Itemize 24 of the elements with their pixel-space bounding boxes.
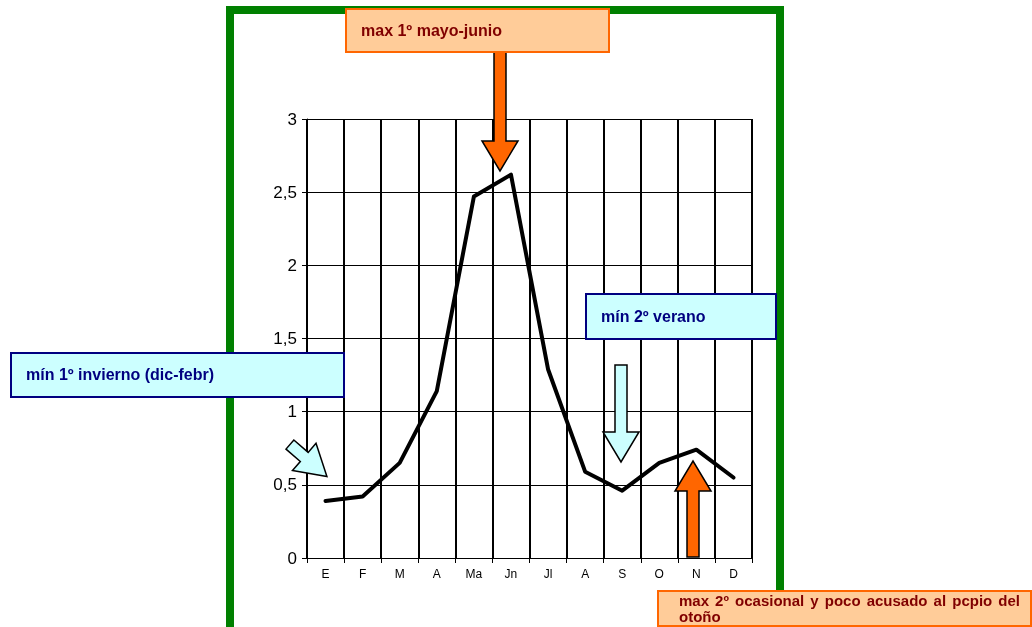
y-tick-label: 1,5 — [273, 329, 297, 348]
y-tick-label: 3 — [287, 109, 297, 129]
x-tick-label: Ma — [465, 567, 483, 581]
x-tick-label: Jn — [504, 567, 518, 581]
x-tick-label: M — [394, 567, 405, 581]
annotation: mín 2º verano — [601, 307, 706, 326]
y-tick-label: 2 — [287, 255, 297, 275]
x-tick-label: F — [358, 567, 367, 581]
callout-box: max 1º mayo-junio — [345, 8, 610, 53]
callout-box: mín 1º invierno (dic-febr) — [10, 352, 345, 398]
x-tick-label: A — [581, 567, 590, 581]
callout-box: max 2º ocasional y poco acusado al pcpio del otoño — [657, 590, 1032, 627]
x-tick-label: O — [654, 567, 664, 581]
x-tick-label: N — [692, 567, 701, 581]
y-tick-label: 2,5 — [273, 182, 297, 202]
callout-box: mín 2º verano — [585, 293, 777, 340]
y-tick-label: 0,5 — [273, 475, 297, 495]
y-tick-label: 1 — [287, 402, 297, 422]
x-tick-label: D — [729, 567, 739, 581]
x-tick-label: A — [432, 567, 441, 581]
x-tick-label: Jl — [543, 567, 553, 581]
x-tick-label: S — [618, 567, 627, 581]
x-tick-label: E — [321, 567, 330, 581]
y-tick-label: 0 — [287, 548, 297, 568]
